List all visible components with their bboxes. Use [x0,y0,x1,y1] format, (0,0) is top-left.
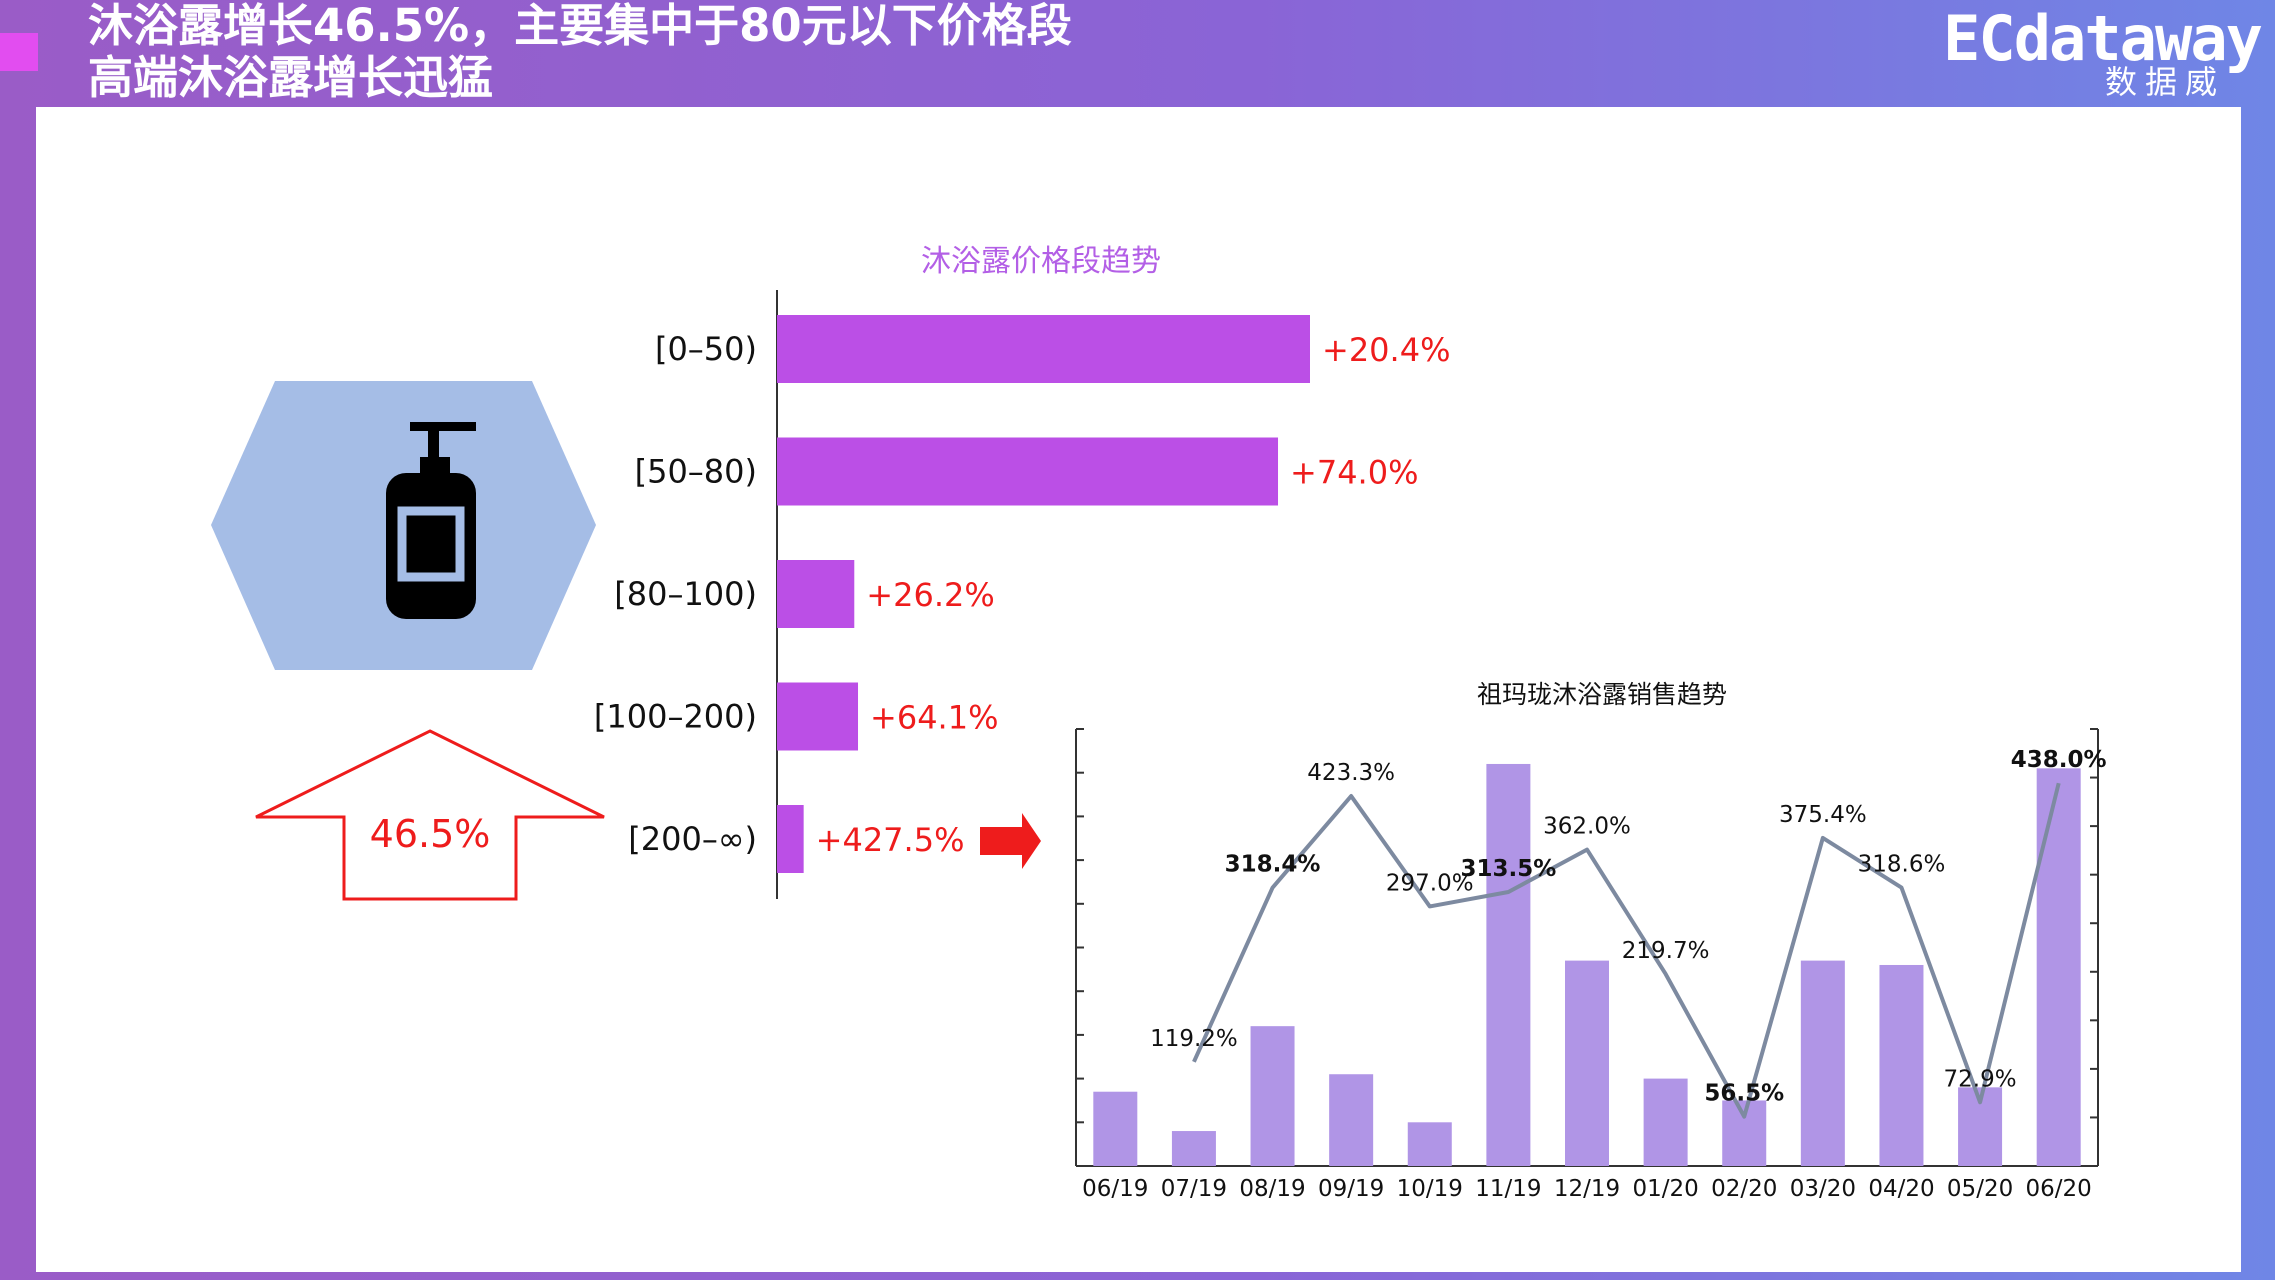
price-growth-label: +74.0% [1290,454,1418,492]
month-tick-label: 10/19 [1397,1176,1463,1202]
price-category-label: [0–50) [655,330,757,368]
month-tick-label: 12/19 [1554,1176,1620,1202]
growth-data-label: 297.0% [1386,870,1474,896]
growth-data-label: 219.7% [1622,938,1710,964]
price-bar [777,315,1310,383]
growth-data-label: 56.5% [1704,1081,1784,1107]
sales-bar [1250,1026,1295,1166]
month-tick-label: 02/20 [1711,1176,1777,1202]
month-tick-label: 03/20 [1790,1176,1856,1202]
price-bar [777,560,855,628]
price-category-label: [100–200) [594,698,757,736]
sales-bar [1171,1131,1216,1166]
jomalone-chart-title: 祖玛珑沐浴露销售趋势 [1477,680,1727,709]
price-category-label: [50–80) [635,453,757,491]
sales-bar [1800,960,1845,1166]
price-category-label: [80–100) [614,575,757,613]
sales-bar [1643,1078,1688,1166]
growth-data-label: 72.9% [1944,1066,2017,1092]
sales-bar [2036,768,2081,1166]
price-growth-label: +427.5% [816,821,965,859]
price-growth-label: +26.2% [866,576,994,614]
price-bar [777,682,859,751]
logo-subtext: 数据威 [2104,63,2225,101]
growth-data-label: 362.0% [1543,814,1631,840]
logo-text: ECdataway [1943,2,2263,75]
page-title: 沐浴露增长46.5%，主要集中于80元以下价格段 高端沐浴露增长迅猛 [88,0,1072,104]
sales-bar [1486,763,1531,1166]
month-tick-label: 06/20 [2026,1176,2092,1202]
growth-data-label: 318.6% [1858,852,1946,878]
growth-data-label: 423.3% [1307,760,1395,786]
month-tick-label: 07/19 [1161,1176,1227,1202]
growth-data-label: 438.0% [2011,747,2107,773]
up-arrow-outline-icon [255,729,605,901]
title-line-2: 高端沐浴露增长迅猛 [88,51,494,104]
title-line-1: 沐浴露增长46.5%，主要集中于80元以下价格段 [88,0,1072,52]
sales-bar [1407,1122,1452,1166]
accent-square [0,33,38,71]
growth-data-label: 375.4% [1779,802,1867,828]
sales-bar [1565,960,1609,1166]
price-category-label: [200–∞) [628,820,757,858]
month-tick-label: 05/20 [1947,1176,2013,1202]
chart-canvas: 46.5% 沐浴露价格段趋势 [0–50) +20.4% [50–80) +74.0%… [211,244,2107,1202]
price-bar [777,437,1279,506]
price-growth-label: +20.4% [1322,331,1450,369]
growth-callout-label: 46.5% [370,812,491,856]
month-tick-label: 04/20 [1868,1176,1934,1202]
sales-bar [1093,1091,1138,1166]
price-chart-title: 沐浴露价格段趋势 [921,244,1161,279]
month-tick-label: 11/19 [1475,1176,1541,1202]
brand-logo: ECdataway 数据威 [1943,2,2263,101]
growth-line [1192,782,2061,1119]
bottle-label-inner [412,521,450,567]
sales-bar [1329,1074,1374,1166]
sales-bar [1879,964,1924,1166]
growth-data-label: 313.5% [1460,856,1556,882]
right-arrow-icon [980,813,1041,869]
bottle-label [397,506,465,582]
growth-data-label: 119.2% [1150,1026,1238,1052]
price-growth-label: +64.1% [870,699,998,737]
content-panel: 46.5% 沐浴露价格段趋势 [0–50) +20.4% [50–80) +74.0%… [36,107,2241,1272]
month-tick-label: 01/20 [1632,1176,1698,1202]
month-tick-label: 06/19 [1082,1176,1148,1202]
month-tick-label: 09/19 [1318,1176,1384,1202]
growth-data-label: 318.4% [1225,852,1321,878]
price-bar [777,805,804,873]
month-tick-label: 08/19 [1239,1176,1305,1202]
